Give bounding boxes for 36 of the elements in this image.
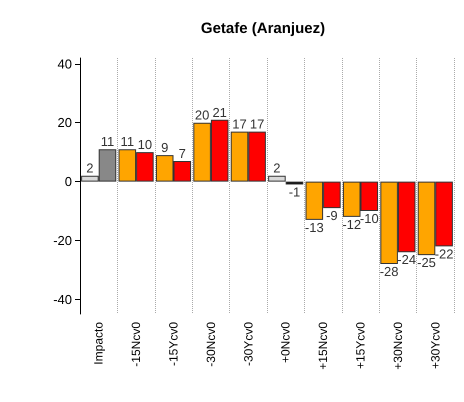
x-tick-label: +0Ncv0 xyxy=(278,322,293,364)
y-tick-label: 40 xyxy=(58,56,72,72)
x-tick-label: -15Ncv0 xyxy=(129,322,144,367)
x-tick-label: +15Ncv0 xyxy=(316,322,330,370)
y-tick-label: 0 xyxy=(64,174,72,190)
data-label: 2 xyxy=(273,160,281,176)
data-label: 11 xyxy=(120,134,134,150)
x-tick-label: -30Ncv0 xyxy=(204,322,218,367)
data-label: -25 xyxy=(417,255,436,270)
y-tick-label: -40 xyxy=(53,292,72,307)
data-label: 17 xyxy=(232,116,247,132)
data-label: 11 xyxy=(100,134,114,150)
data-label: -13 xyxy=(304,220,324,235)
data-label: -9 xyxy=(326,208,338,224)
x-tick-label: +30Ncv0 xyxy=(390,322,405,370)
data-label: 2 xyxy=(86,160,94,176)
y-tick-label: -20 xyxy=(53,232,72,248)
data-label: 9 xyxy=(161,140,168,156)
bar xyxy=(268,176,286,182)
data-label: 20 xyxy=(194,108,210,123)
x-tick-label: -15Ycv0 xyxy=(166,322,180,366)
data-label: -12 xyxy=(342,216,362,232)
data-label: 10 xyxy=(138,137,152,152)
x-tick-label: -30Ycv0 xyxy=(241,322,256,366)
data-label: -28 xyxy=(380,264,399,279)
data-label: -1 xyxy=(288,184,300,200)
x-tick-label: Impacto xyxy=(92,322,106,365)
data-label: -10 xyxy=(360,211,379,226)
chart-title: Getafe (Aranjuez) xyxy=(200,20,326,37)
y-tick-label: 20 xyxy=(58,115,72,130)
data-label: 21 xyxy=(212,104,227,120)
x-tick-label: +15Ycv0 xyxy=(354,322,368,370)
data-label: 17 xyxy=(250,116,264,132)
x-tick-label: +30Ycv0 xyxy=(428,322,442,370)
data-label: 7 xyxy=(178,146,186,161)
data-label: -22 xyxy=(434,246,454,262)
